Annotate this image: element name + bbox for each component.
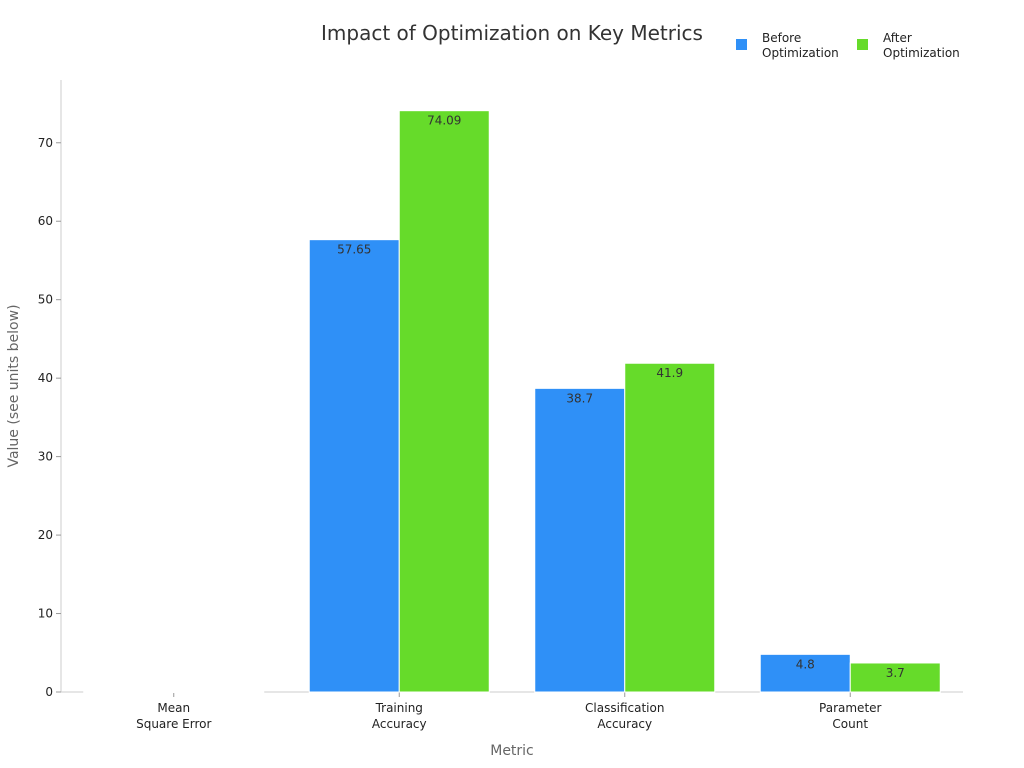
y-tick-label: 50: [38, 293, 53, 307]
y-tick-label: 10: [38, 607, 53, 621]
legend: Before Optimization After Optimization: [736, 31, 960, 60]
legend-label: Before Optimization: [762, 31, 839, 60]
y-tick-label: 30: [38, 450, 53, 464]
bar: [173, 691, 265, 693]
y-tick-label: 0: [45, 685, 53, 699]
bar: [624, 362, 716, 693]
bar: [83, 691, 175, 693]
data-label: 41.9: [656, 366, 683, 380]
y-tick-label: 20: [38, 528, 53, 542]
y-axis-label: Value (see units below): [6, 304, 22, 467]
x-tick-label: Classification Accuracy: [585, 701, 664, 731]
data-labels: 57.65 74.09 38.7 41.9 4.8 3.7: [337, 114, 905, 680]
axes: 0 10 20 30 40 50 60 70 Mean Square Error Training A…: [38, 80, 963, 731]
x-tick-label: Parameter Count: [819, 701, 881, 731]
y-tick-label: 70: [38, 136, 53, 150]
bars: [83, 110, 941, 693]
data-label: 74.09: [427, 114, 461, 128]
legend-label: After Optimization: [883, 31, 960, 60]
x-axis-label: Metric: [490, 743, 534, 759]
bar: [849, 662, 941, 693]
bar: [398, 110, 490, 693]
data-label: 4.8: [796, 657, 815, 671]
y-tick-label: 40: [38, 371, 53, 385]
bar: [534, 387, 626, 693]
data-label: 38.7: [566, 391, 593, 405]
bar: [308, 239, 400, 693]
legend-swatch: [736, 39, 747, 50]
data-label: 57.65: [337, 243, 371, 257]
data-label: 3.7: [886, 666, 905, 680]
legend-swatch: [857, 39, 868, 50]
x-tick-label: Mean Square Error: [136, 701, 211, 731]
x-tick-label: Training Accuracy: [372, 701, 427, 731]
y-tick-label: 60: [38, 214, 53, 228]
chart-title: Impact of Optimization on Key Metrics: [321, 21, 703, 45]
